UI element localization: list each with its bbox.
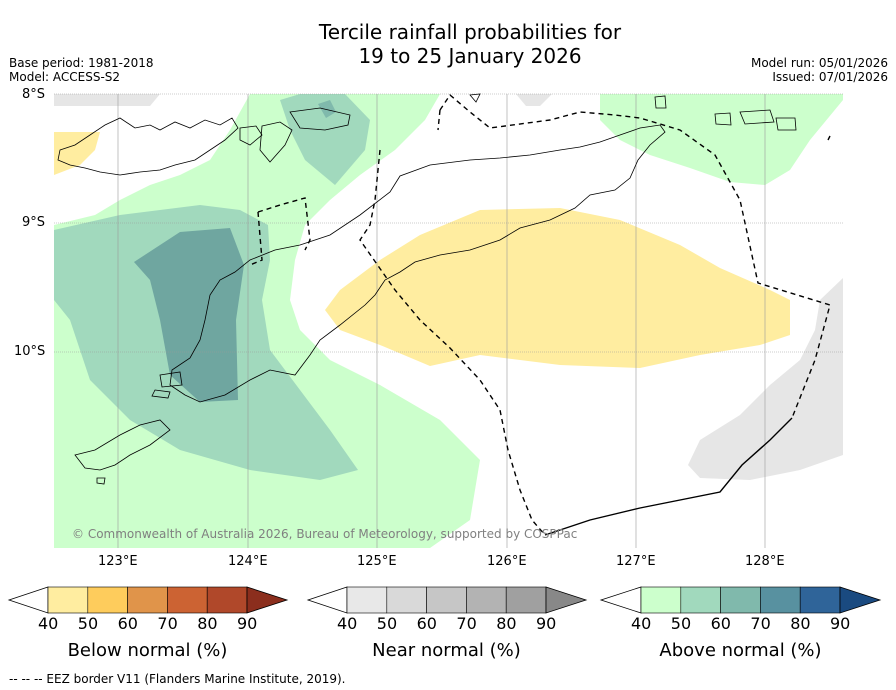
colorbar-near-segment bbox=[426, 586, 467, 614]
lon-label-124e: 124°E bbox=[228, 554, 268, 569]
model-run-text: Model run: 05/01/2026 bbox=[750, 56, 888, 70]
base-period-text: Base period: 1981-2018 bbox=[9, 56, 154, 70]
near-normal-40-nc bbox=[516, 94, 552, 106]
colorbar-above-max-arrow bbox=[839, 586, 882, 614]
colorbar-near-segment bbox=[386, 586, 427, 614]
colorbar-below-segment bbox=[206, 586, 248, 614]
colorbar-below-segment bbox=[47, 586, 89, 614]
meta-left: Base period: 1981-2018 Model: ACCESS-S2 bbox=[9, 56, 154, 84]
map-title: Tercile rainfall probabilities for 19 to… bbox=[0, 20, 896, 68]
probability-shading bbox=[54, 94, 843, 548]
lon-label-127e: 127°E bbox=[616, 554, 656, 569]
colorbar-below-tick: 60 bbox=[117, 614, 138, 633]
coastlines bbox=[57, 93, 797, 485]
colorbar-below-max-arrow bbox=[246, 586, 289, 614]
colorbar-near-min-arrow bbox=[306, 586, 348, 614]
meta-right: Model run: 05/01/2026 Issued: 07/01/2026 bbox=[751, 56, 888, 84]
title-line-1: Tercile rainfall probabilities for bbox=[318, 20, 622, 44]
colorbar-above-min-arrow bbox=[599, 586, 642, 614]
colorbar-below-segment bbox=[127, 586, 168, 614]
colorbar-above-title: Above normal (%) bbox=[659, 640, 822, 661]
colorbar-above-tick: 80 bbox=[790, 614, 811, 633]
colorbar-near-tick: 70 bbox=[456, 614, 477, 633]
lon-label-126e: 126°E bbox=[487, 554, 527, 569]
above-normal-50-north bbox=[280, 94, 370, 185]
eez-border bbox=[249, 93, 831, 536]
colorbar-near-max-arrow bbox=[545, 586, 588, 614]
colorbar-below-min-arrow bbox=[7, 586, 49, 614]
colorbar-near-tick: 50 bbox=[376, 614, 398, 633]
grid-lines bbox=[54, 93, 843, 548]
below-normal-40 bbox=[325, 208, 790, 368]
colorbar-below-title: Below normal (%) bbox=[67, 640, 228, 661]
colorbar-near-tick: 60 bbox=[416, 614, 437, 633]
lat-label-9s: 9°S bbox=[22, 215, 46, 230]
colorbar-near-tick: 40 bbox=[337, 614, 358, 633]
colorbar-above-segment bbox=[760, 586, 801, 614]
near-normal-40-east bbox=[688, 278, 843, 480]
colorbar-above-segment bbox=[799, 586, 841, 614]
colorbar-above-tick: 40 bbox=[631, 614, 652, 633]
lat-label-8s: 8°S bbox=[22, 87, 46, 102]
above-normal-60-north bbox=[318, 100, 336, 118]
lon-label-123e: 123°E bbox=[98, 554, 138, 569]
colorbar-above-tick: 50 bbox=[670, 614, 692, 633]
colorbar-above-tick: 60 bbox=[710, 614, 731, 633]
colorbar-below-tick: 90 bbox=[237, 614, 258, 633]
colorbar-below-segment bbox=[87, 586, 128, 614]
above-normal-40-east bbox=[600, 94, 843, 185]
lon-label-125e: 125°E bbox=[357, 554, 397, 569]
copyright-text: © Commonwealth of Australia 2026, Bureau… bbox=[72, 527, 578, 541]
colorbar-near bbox=[306, 586, 588, 614]
near-normal-40-nw bbox=[54, 94, 160, 106]
colorbar-below-segment bbox=[167, 586, 208, 614]
colorbar-near-segment bbox=[505, 586, 547, 614]
title-line-2: 19 to 25 January 2026 bbox=[358, 44, 582, 68]
colorbar-below-tick: 70 bbox=[157, 614, 178, 633]
issued-text: Issued: 07/01/2026 bbox=[772, 70, 888, 84]
above-normal-60-west bbox=[134, 228, 244, 402]
colorbar-above-segment bbox=[640, 586, 682, 614]
lon-label-128e: 128°E bbox=[745, 554, 785, 569]
colorbar-below-tick: 40 bbox=[38, 614, 59, 633]
lat-label-10s: 10°S bbox=[14, 344, 46, 359]
colorbar-below-tick: 50 bbox=[77, 614, 99, 633]
colorbar-below bbox=[7, 586, 289, 614]
colorbar-near-segment bbox=[466, 586, 507, 614]
colorbar-near-segment bbox=[346, 586, 388, 614]
colorbar-above bbox=[599, 586, 882, 614]
colorbar-near-title: Near normal (%) bbox=[372, 640, 521, 661]
eez-footnote: -- -- -- EEZ border V11 (Flanders Marine… bbox=[9, 672, 346, 686]
eez-solid-border bbox=[544, 417, 793, 536]
colorbar-above-segment bbox=[720, 586, 761, 614]
colorbar-near-tick: 90 bbox=[536, 614, 557, 633]
below-normal-40-west bbox=[54, 132, 100, 175]
colorbar-above-tick: 90 bbox=[830, 614, 851, 633]
colorbar-below-tick: 80 bbox=[197, 614, 218, 633]
colorbar-above-tick: 70 bbox=[750, 614, 771, 633]
model-text: Model: ACCESS-S2 bbox=[9, 70, 121, 84]
colorbar-above-segment bbox=[680, 586, 721, 614]
colorbar-near-tick: 80 bbox=[496, 614, 517, 633]
